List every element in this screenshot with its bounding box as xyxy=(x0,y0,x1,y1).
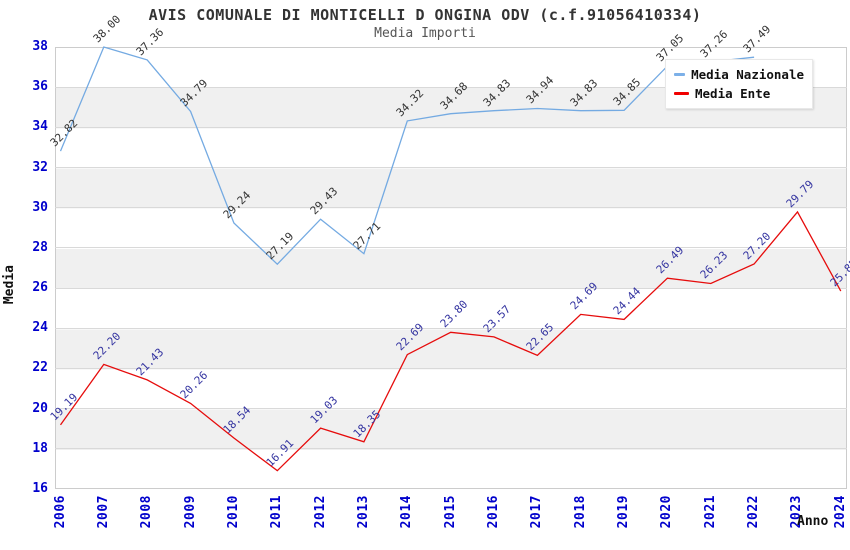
legend: Media Nazionale Media Ente xyxy=(665,59,813,109)
y-tick-20: 20 xyxy=(32,400,48,416)
chart-subtitle: Media Importi xyxy=(374,26,476,41)
legend-label-nazionale: Media Nazionale xyxy=(691,67,804,82)
gridline-20 xyxy=(55,408,847,410)
y-tick-34: 34 xyxy=(32,119,48,135)
y-tick-18: 18 xyxy=(32,440,48,456)
gridline-24 xyxy=(55,327,847,329)
x-tick-2020: 2020 xyxy=(659,495,675,529)
line-marker-ente-icon xyxy=(674,92,689,95)
gridline-18 xyxy=(55,448,847,450)
x-axis-title: Anno xyxy=(797,514,829,529)
legend-label-ente: Media Ente xyxy=(695,86,771,101)
y-tick-38: 38 xyxy=(32,39,48,54)
legend-item-media-ente[interactable]: Media Ente xyxy=(674,84,804,103)
y-tick-16: 16 xyxy=(32,481,48,496)
y-tick-30: 30 xyxy=(32,199,48,215)
y-tick-22: 22 xyxy=(32,360,48,376)
gridline-28 xyxy=(55,247,847,249)
y-tick-32: 32 xyxy=(32,159,48,175)
x-tick-2006: 2006 xyxy=(52,495,68,529)
chart-title: AVIS COMUNALE DI MONTICELLI D ONGINA ODV… xyxy=(148,6,702,24)
x-tick-2011: 2011 xyxy=(269,495,285,529)
x-tick-2012: 2012 xyxy=(312,495,328,529)
y-tick-28: 28 xyxy=(32,239,48,255)
y-tick-26: 26 xyxy=(32,280,48,296)
gridline-34 xyxy=(55,126,847,128)
y-tick-36: 36 xyxy=(32,79,48,95)
gridline-26 xyxy=(55,287,847,289)
x-tick-2021: 2021 xyxy=(702,495,718,529)
x-tick-2008: 2008 xyxy=(139,495,155,529)
plot-area xyxy=(55,47,847,489)
gridline-22 xyxy=(55,367,847,369)
gridline-32 xyxy=(55,167,847,169)
x-tick-2019: 2019 xyxy=(616,495,632,529)
y-tick-24: 24 xyxy=(32,320,48,336)
x-tick-2016: 2016 xyxy=(486,495,501,529)
x-tick-2009: 2009 xyxy=(182,495,198,529)
x-tick-2022: 2022 xyxy=(746,495,762,529)
x-tick-2007: 2007 xyxy=(95,495,111,529)
x-tick-2017: 2017 xyxy=(529,495,545,529)
x-tick-2013: 2013 xyxy=(355,495,371,529)
y-axis-title: Media xyxy=(2,265,17,305)
x-tick-2018: 2018 xyxy=(572,495,588,529)
x-tick-2010: 2010 xyxy=(225,495,241,529)
gridline-30 xyxy=(55,207,847,209)
legend-item-media-nazionale[interactable]: Media Nazionale xyxy=(674,65,804,84)
line-marker-nazionale-icon xyxy=(674,73,686,76)
x-tick-2015: 2015 xyxy=(442,495,458,529)
x-tick-2024: 2024 xyxy=(832,495,848,529)
x-tick-2014: 2014 xyxy=(399,495,415,529)
